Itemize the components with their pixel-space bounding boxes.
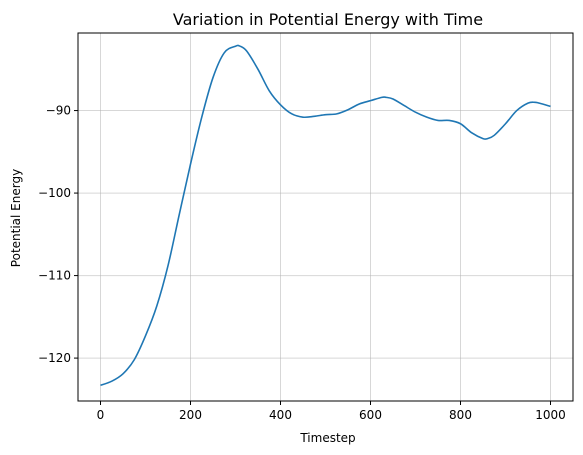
y-tick-label: −110 (38, 269, 71, 283)
x-tick-label: 200 (179, 408, 202, 422)
x-tick-label: 800 (449, 408, 472, 422)
series-line-0 (100, 44, 551, 387)
ticks-layer: 0 200 400 600 800 1000 −120 −110 −100 −90 (38, 104, 566, 422)
y-tick-label: −120 (38, 351, 71, 365)
y-axis-label: Potential Energy (9, 169, 23, 267)
y-tick-label: −100 (38, 186, 71, 200)
x-tick-label: 0 (97, 408, 105, 422)
x-tick-label: 400 (269, 408, 292, 422)
y-tick-label: −90 (46, 104, 71, 118)
plot-area-frame (77, 32, 574, 402)
x-tick-label: 1000 (535, 408, 566, 422)
series-layer (100, 44, 551, 387)
x-tick-label: 600 (359, 408, 382, 422)
chart-title: Variation in Potential Energy with Time (173, 10, 483, 29)
x-axis-label: Timestep (299, 431, 355, 445)
grid-layer (78, 33, 573, 401)
